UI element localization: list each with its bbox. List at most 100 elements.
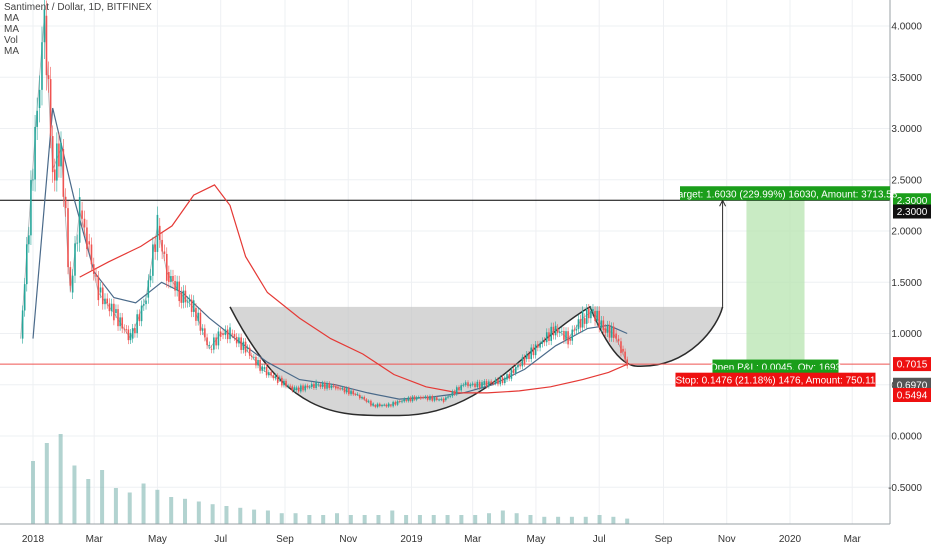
candle-body bbox=[199, 312, 202, 331]
candle-body bbox=[310, 383, 313, 388]
candle-body bbox=[43, 9, 46, 43]
candle-body bbox=[240, 337, 242, 350]
candle-body bbox=[192, 300, 195, 312]
candle-body bbox=[494, 379, 497, 384]
candle-body bbox=[365, 399, 368, 402]
indicator-label-ma-3[interactable]: MA bbox=[4, 46, 19, 57]
candle-body bbox=[90, 244, 93, 265]
candle-body bbox=[326, 383, 328, 389]
price-tag-stop[interactable] bbox=[893, 388, 931, 402]
volume-bar bbox=[183, 498, 188, 524]
candle-body bbox=[539, 344, 541, 348]
volume-bar bbox=[431, 515, 436, 524]
candle-body bbox=[361, 396, 363, 399]
candle-body bbox=[624, 351, 626, 360]
candle-body bbox=[556, 328, 559, 333]
candle-body bbox=[519, 365, 521, 367]
volume-bar bbox=[58, 434, 63, 524]
candle-body bbox=[188, 299, 191, 302]
candle-body bbox=[339, 388, 341, 390]
price-tag-target[interactable] bbox=[893, 193, 931, 208]
time-axis-tick-label: 2018 bbox=[22, 534, 45, 545]
candle-body bbox=[490, 381, 492, 384]
candle-body bbox=[508, 374, 511, 379]
candle-body bbox=[541, 341, 544, 344]
candle-body bbox=[99, 287, 102, 293]
candle-body bbox=[283, 380, 285, 386]
candle-body bbox=[543, 341, 546, 343]
candle-body bbox=[51, 136, 54, 173]
volume-bar bbox=[321, 515, 326, 524]
indicator-label-ma-1[interactable]: MA bbox=[4, 13, 19, 24]
price-tag-resistance[interactable] bbox=[893, 204, 931, 219]
volume-bar bbox=[556, 516, 561, 524]
volume-bar bbox=[362, 515, 367, 524]
volume-bar bbox=[238, 507, 243, 524]
candle-body bbox=[115, 309, 117, 313]
candle-body bbox=[110, 303, 113, 312]
candle-body bbox=[104, 298, 106, 305]
candle-body bbox=[469, 384, 472, 387]
candle-body bbox=[83, 218, 86, 228]
candle-body bbox=[125, 329, 128, 330]
price-tag-stop-line[interactable] bbox=[893, 357, 931, 372]
candle-body bbox=[186, 301, 189, 303]
candle-body bbox=[523, 357, 526, 364]
time-axis-tick-label: 2020 bbox=[779, 534, 802, 545]
candle-body bbox=[328, 383, 331, 389]
candle-body bbox=[554, 325, 557, 336]
candle-body bbox=[433, 397, 436, 401]
candle-body bbox=[558, 331, 561, 333]
volume-bar bbox=[487, 513, 492, 524]
volume-bar bbox=[293, 513, 298, 524]
candle-body bbox=[569, 338, 571, 341]
candle-body bbox=[108, 303, 111, 312]
candle-body bbox=[213, 337, 215, 350]
candle-body bbox=[224, 329, 227, 336]
candle-body bbox=[575, 329, 578, 331]
candle-body bbox=[606, 325, 609, 333]
volume-bar bbox=[611, 516, 616, 524]
target-label-bg[interactable] bbox=[680, 186, 890, 201]
volume-bar bbox=[252, 509, 257, 524]
candle-body bbox=[300, 385, 302, 392]
candle-body bbox=[261, 366, 263, 371]
candle-body bbox=[460, 385, 462, 391]
price-axis-tick-label: 1.5000 bbox=[891, 278, 922, 289]
stop-label-bg[interactable] bbox=[675, 372, 876, 387]
candle-body bbox=[259, 360, 261, 371]
price-axis-tick-label: 3.0000 bbox=[891, 124, 922, 135]
candle-body bbox=[367, 400, 370, 402]
candle-body bbox=[60, 142, 62, 167]
volume-bar bbox=[155, 489, 160, 524]
candle-body bbox=[455, 387, 458, 395]
candle-body bbox=[514, 367, 517, 373]
chart-title: Santiment / Dollar, 1D, BITFINEX bbox=[4, 2, 152, 13]
candle-body bbox=[204, 328, 206, 338]
candle-body bbox=[521, 357, 524, 367]
candle-body bbox=[413, 396, 416, 400]
candle-body bbox=[206, 337, 208, 346]
candle-body bbox=[308, 387, 311, 388]
candle-body bbox=[184, 290, 187, 303]
price-tag-label: 2.3000 bbox=[897, 207, 928, 218]
indicator-label-ma-2[interactable]: MA bbox=[4, 24, 19, 35]
candle-body bbox=[136, 314, 138, 334]
time-axis-tick-label: May bbox=[526, 534, 545, 545]
candle-body bbox=[424, 396, 427, 398]
candle-body bbox=[38, 89, 41, 108]
candle-body bbox=[585, 308, 588, 324]
candle-body bbox=[512, 369, 515, 373]
time-axis-tick-label: Nov bbox=[718, 534, 736, 545]
candle-body bbox=[332, 385, 335, 387]
candle-body bbox=[588, 308, 590, 319]
time-axis-tick-label: Jul bbox=[593, 534, 606, 545]
indicator-label-vol[interactable]: Vol bbox=[4, 35, 18, 46]
candle-body bbox=[95, 273, 97, 277]
candle-body bbox=[74, 243, 76, 276]
candle-body bbox=[281, 377, 283, 386]
candle-body bbox=[579, 319, 582, 328]
candle-body bbox=[488, 381, 490, 387]
